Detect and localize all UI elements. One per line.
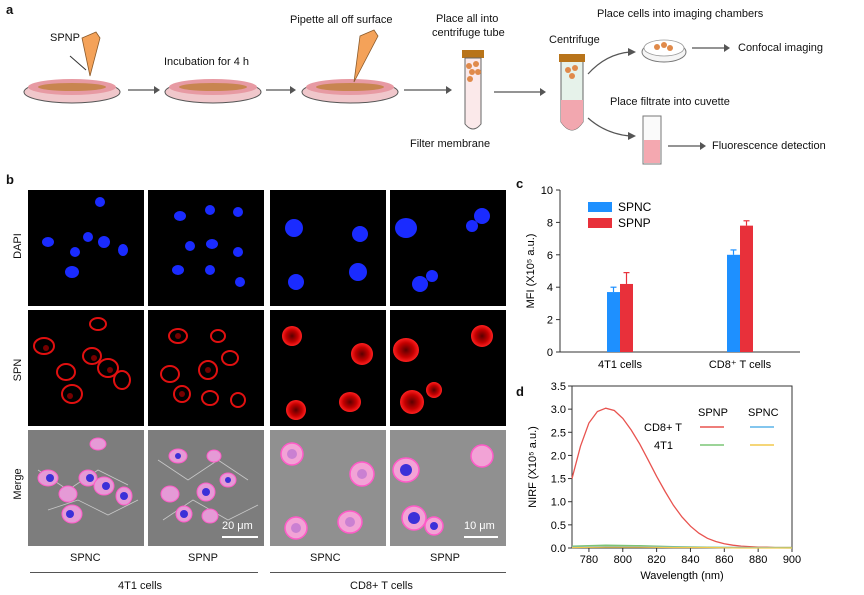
scale-bar-1 <box>222 536 258 538</box>
legend-swatch <box>588 202 612 212</box>
y-tick-label: 0.0 <box>551 543 566 555</box>
group-label-4t1: 4T1 cells <box>118 580 163 592</box>
petri-dish-2 <box>164 79 262 104</box>
col-label-1: SPNC <box>70 552 101 564</box>
y-tick-label: 0.5 <box>551 520 566 532</box>
panel-letter-a: a <box>6 2 14 17</box>
y-tick-label: 2 <box>547 315 553 327</box>
x-tick-label: 820 <box>647 554 665 566</box>
group-divider-1 <box>30 572 258 573</box>
confocal-label: Confocal imaging <box>738 42 823 54</box>
panel-letter-c: c <box>516 176 524 191</box>
x-tick-label: 780 <box>580 554 598 566</box>
group-divider-2 <box>270 572 506 573</box>
petri-dish-1 <box>23 79 121 104</box>
y-tick-label: 0 <box>547 347 553 359</box>
image-merge-cd8-spnc <box>270 430 386 546</box>
legend-row-label: 4T1 <box>654 440 673 452</box>
image-spn-cd8-spnc <box>270 310 386 426</box>
bar <box>620 283 633 352</box>
x-tick-label: CD8⁺ T cells <box>709 359 772 371</box>
col-label-2: SPNP <box>188 552 218 564</box>
image-spn-cd8-spnp <box>390 310 506 426</box>
legend-label: SPNC <box>618 200 652 214</box>
legend-header: SPNC <box>748 407 779 419</box>
place-tube-label-2: centrifuge tube <box>432 27 505 39</box>
filter-membrane-label: Filter membrane <box>410 138 491 150</box>
y-tick-label: 3.0 <box>551 404 566 416</box>
y-tick-label: 2.5 <box>551 427 566 439</box>
y-tick-label: 8 <box>547 217 553 229</box>
legend-label: SPNP <box>618 216 651 230</box>
col-label-4: SPNP <box>430 552 460 564</box>
fluorescence-label: Fluorescence detection <box>712 140 826 152</box>
scale-bar-label-1: 20 μm <box>222 520 253 532</box>
image-dapi-cd8-spnp <box>390 190 506 306</box>
scale-bar-label-2: 10 μm <box>464 520 495 532</box>
spnp-pointer <box>69 55 87 71</box>
x-tick-label: 860 <box>715 554 733 566</box>
y-tick-label: 4 <box>547 282 553 294</box>
image-merge-4t1-spnc <box>28 430 144 546</box>
y-axis-label: NIRF (X10⁵ a.u.) <box>527 426 539 508</box>
workflow-diagram <box>23 29 730 165</box>
x-tick-label: 880 <box>749 554 767 566</box>
bar <box>607 292 620 352</box>
centrifuge-label: Centrifuge <box>549 34 600 46</box>
pipette-label: Pipette all off surface <box>290 14 393 26</box>
spnp-label: SPNP <box>50 32 80 44</box>
x-tick-label: 4T1 cells <box>598 359 643 371</box>
imaging-chamber <box>641 39 687 63</box>
image-merge-cd8-spnp <box>390 430 506 546</box>
y-tick-label: 3.5 <box>551 381 566 393</box>
row-label-dapi: DAPI <box>12 233 24 259</box>
bar <box>740 225 753 352</box>
group-label-cd8: CD8+ T cells <box>350 580 413 592</box>
legend-row-label: CD8+ T <box>644 422 682 434</box>
y-axis-label: MFI (X10⁵ a.u.) <box>525 234 537 309</box>
place-cells-label: Place cells into imaging chambers <box>597 8 764 20</box>
col-label-3: SPNC <box>310 552 341 564</box>
x-tick-label: 840 <box>681 554 699 566</box>
legend-swatch <box>588 218 612 228</box>
panel-letter-d: d <box>516 384 524 399</box>
image-merge-4t1-spnp <box>148 430 264 546</box>
centrifuge-tube-1 <box>462 50 484 130</box>
bar-chart-mfi: 0 2 4 6 8 10 MFI (X10⁵ a.u.) 4T1 cells CD8⁺ T ce… <box>525 185 800 371</box>
image-spn-4t1-spnc <box>28 310 144 426</box>
scale-bar-2 <box>464 536 498 538</box>
image-dapi-4t1-spnc <box>28 190 144 306</box>
panel-letter-b: b <box>6 172 14 187</box>
pipette-2 <box>353 29 379 83</box>
x-tick-label: 800 <box>614 554 632 566</box>
bar <box>727 254 740 352</box>
image-spn-4t1-spnp <box>148 310 264 426</box>
incubation-label: Incubation for 4 h <box>164 56 250 68</box>
petri-dish-3 <box>301 79 399 104</box>
row-label-spn: SPN <box>12 358 24 382</box>
x-tick-label: 900 <box>783 554 801 566</box>
y-tick-label: 1.0 <box>551 497 566 509</box>
y-tick-label: 10 <box>541 185 553 197</box>
image-dapi-4t1-spnp <box>148 190 264 306</box>
place-tube-label-1: Place all into <box>436 13 499 25</box>
series-line <box>571 546 792 549</box>
pipette-1 <box>81 31 101 77</box>
y-tick-label: 2.0 <box>551 450 566 462</box>
place-filtrate-label: Place filtrate into cuvette <box>610 96 730 108</box>
cuvette <box>642 115 662 165</box>
line-chart-nirf: 0.0 0.5 1.0 1.5 2.0 2.5 3.0 3.5 780 800 820 840 860 8… <box>527 381 801 582</box>
row-label-merge: Merge <box>12 468 24 500</box>
x-axis-label: Wavelength (nm) <box>640 570 723 582</box>
image-dapi-cd8-spnc <box>270 190 386 306</box>
legend-header: SPNP <box>698 407 728 419</box>
y-tick-label: 1.5 <box>551 474 566 486</box>
y-tick-label: 6 <box>547 250 553 262</box>
centrifuge-tube-2 <box>559 54 585 131</box>
